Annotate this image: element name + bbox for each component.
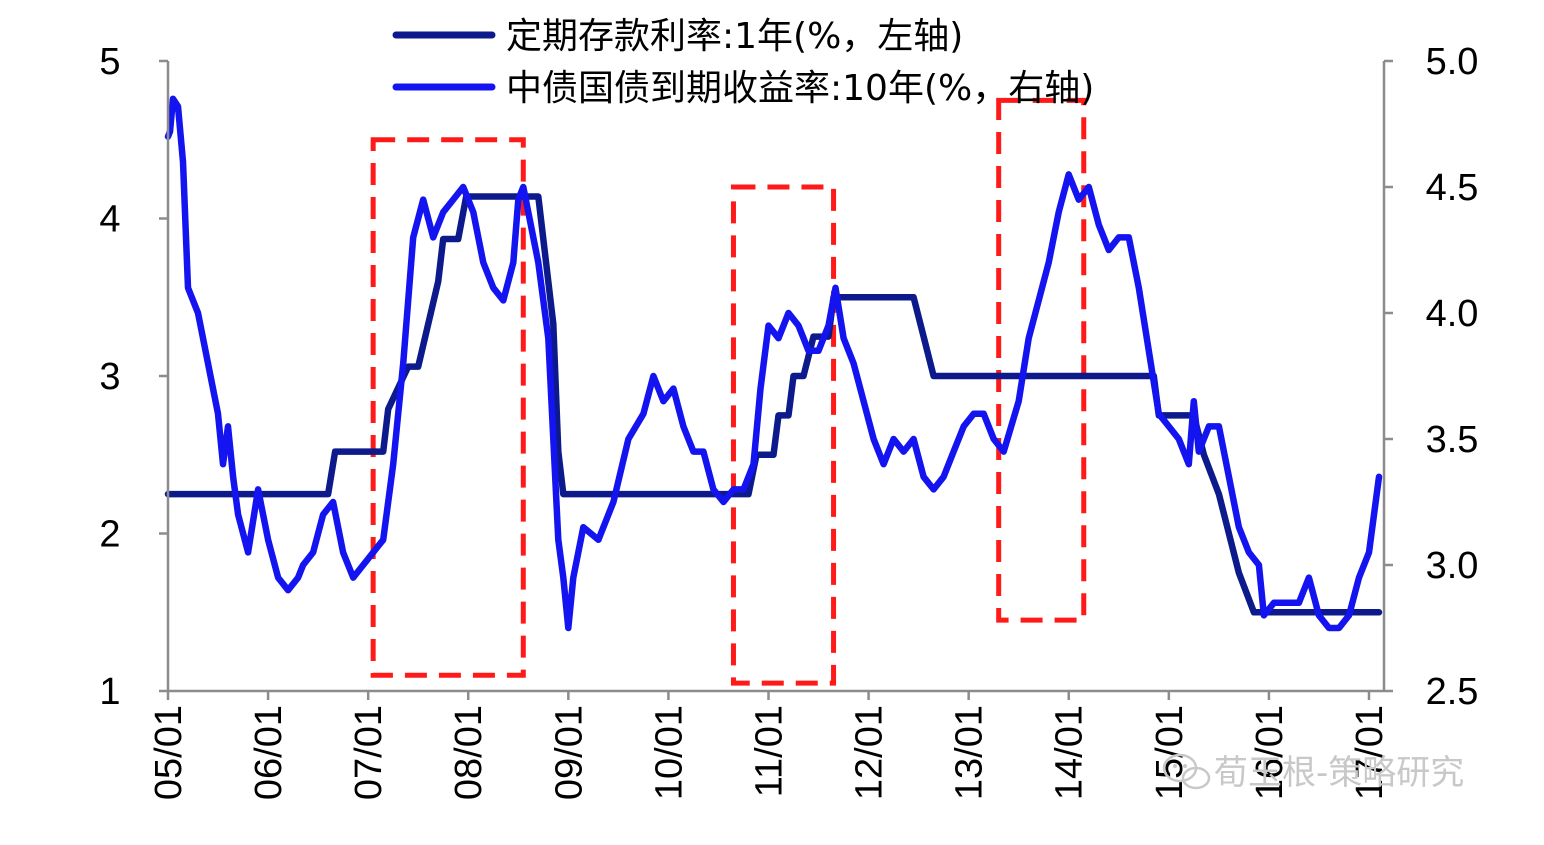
right-tick-label: 2.5	[1426, 671, 1479, 713]
left-tick-label: 4	[99, 199, 120, 241]
highlight-box-2	[730, 184, 837, 686]
x-tick-label: 15/01	[1149, 705, 1191, 800]
right-tick-label: 4.0	[1426, 293, 1479, 335]
left-tick-label: 3	[99, 356, 120, 398]
left-tick-label: 1	[99, 671, 120, 713]
right-tick-label: 3.0	[1426, 545, 1479, 587]
x-tick-label: 14/01	[1049, 705, 1091, 800]
legend-label-2: 中债国债到期收益率:10年(%，右轴)	[506, 68, 1094, 109]
watermark-text: 荀玉根-策略研究	[1214, 753, 1464, 793]
x-tick-label: 07/01	[348, 705, 390, 800]
x-tick-label: 05/01	[148, 705, 190, 800]
legend: 定期存款利率:1年(%，左轴) 中债国债到期收益率:10年(%，右轴)	[392, 16, 1094, 109]
x-tick-label: 06/01	[248, 705, 290, 800]
highlight-box-3	[996, 97, 1087, 623]
series-line-1	[164, 193, 1383, 616]
right-tick-label: 5.0	[1426, 41, 1479, 83]
axes-layer: 1 2 3 4 5 2.5 3.0 3.5 4.0 4.5 5.0 05/01 06/01 07/01 08…	[99, 41, 1478, 800]
left-tick-label: 2	[99, 514, 120, 556]
watermark: 荀玉根-策略研究	[1162, 753, 1464, 793]
x-tick-label: 08/01	[448, 705, 490, 800]
right-tick-label: 3.5	[1426, 419, 1479, 461]
annotations-layer	[370, 97, 1087, 686]
x-tick-label: 13/01	[949, 705, 991, 800]
highlight-box-1	[370, 137, 526, 678]
series-layer	[164, 95, 1383, 632]
series-line-2	[164, 95, 1383, 632]
right-tick-label: 4.5	[1426, 167, 1479, 209]
wechat-icon	[1162, 753, 1211, 790]
legend-label-1: 定期存款利率:1年(%，左轴)	[506, 16, 963, 57]
x-tick-label: 12/01	[849, 705, 891, 800]
x-tick-label: 16/01	[1249, 705, 1291, 800]
x-tick-label: 09/01	[548, 705, 590, 800]
x-tick-label: 17/01	[1349, 705, 1391, 800]
x-tick-label: 11/01	[748, 705, 790, 797]
x-tick-label: 10/01	[648, 705, 690, 800]
left-tick-label: 5	[99, 41, 120, 83]
